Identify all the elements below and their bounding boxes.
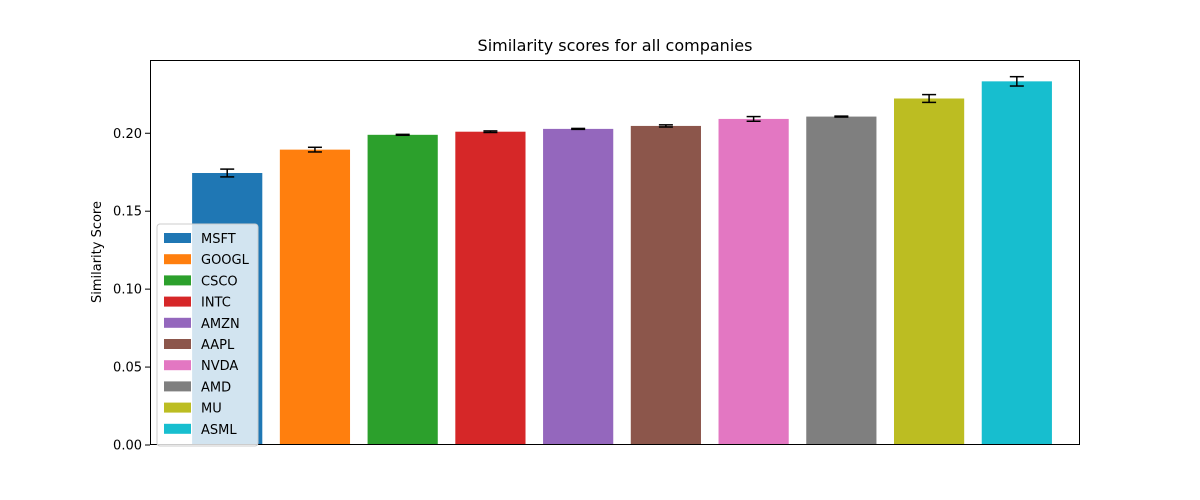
- error-bar-intc: [483, 130, 498, 134]
- bar-amzn: [543, 128, 614, 445]
- legend-entry-csco: CSCO: [164, 274, 238, 289]
- error-bar-amzn: [571, 127, 586, 131]
- bar-aapl: [630, 125, 701, 446]
- legend-entry-aapl: AAPL: [164, 338, 235, 353]
- error-bar-csco: [395, 133, 410, 137]
- chart-title: Similarity scores for all companies: [478, 36, 753, 55]
- legend-entry-amzn: AMZN: [164, 317, 240, 332]
- y-tick-label: 0.00: [113, 439, 142, 454]
- legend-label: CSCO: [201, 274, 238, 289]
- error-bar-aapl: [658, 124, 673, 128]
- legend-swatch: [164, 360, 191, 371]
- y-tick-label: 0.20: [113, 127, 142, 142]
- legend-entry-msft: MSFT: [164, 232, 236, 247]
- legend-swatch: [164, 381, 191, 392]
- y-axis-label: Similarity Score: [90, 201, 105, 303]
- legend-entry-nvda: NVDA: [164, 359, 238, 374]
- legend-label: INTC: [201, 296, 231, 311]
- bar-intc: [455, 131, 526, 445]
- legend-swatch: [164, 233, 191, 243]
- y-tick-label: 0.15: [113, 205, 142, 220]
- legend-label: MU: [201, 402, 222, 417]
- legend-swatch: [164, 275, 191, 286]
- legend-label: GOOGL: [201, 253, 250, 268]
- error-bar-msft: [220, 168, 235, 178]
- legend-swatch: [164, 339, 191, 349]
- legend-swatch: [164, 317, 191, 328]
- bar-mu: [894, 98, 965, 445]
- bar-nvda: [718, 118, 789, 446]
- legend-label: ASML: [201, 423, 237, 438]
- bars: [192, 81, 1052, 446]
- y-tick-label: 0.10: [113, 283, 142, 298]
- legend-label: AAPL: [201, 338, 235, 353]
- legend-swatch: [164, 296, 191, 307]
- plot-area-frame: [150, 60, 1080, 445]
- legend-label: MSFT: [201, 232, 236, 247]
- legend-entry-googl: GOOGL: [164, 253, 250, 268]
- bar-asml: [981, 81, 1052, 445]
- bar-csco: [367, 134, 438, 445]
- legend-label: NVDA: [201, 359, 238, 374]
- legend-swatch: [164, 423, 191, 434]
- error-bar-mu: [922, 93, 937, 104]
- legend-entry-mu: MU: [164, 402, 222, 417]
- error-bar-amd: [834, 115, 849, 118]
- legend-label: AMD: [201, 380, 231, 395]
- legend-swatch: [164, 254, 191, 265]
- y-tick-label: 0.05: [113, 361, 142, 376]
- error-bars: [220, 75, 1024, 178]
- y-axis: 0.00 0.05 0.10 0.15 0.20: [113, 127, 150, 454]
- legend-swatch: [164, 402, 191, 413]
- error-bar-asml: [1009, 75, 1024, 87]
- bar-googl: [279, 149, 351, 445]
- legend-entry-amd: AMD: [164, 380, 231, 395]
- error-bar-nvda: [746, 115, 761, 123]
- legend-label: AMZN: [201, 317, 240, 332]
- legend-entry-intc: INTC: [164, 296, 231, 311]
- error-bar-googl: [307, 146, 322, 153]
- legend-entry-asml: ASML: [164, 423, 237, 438]
- bar-amd: [806, 116, 877, 445]
- legend: MSFT GOOGL CSCO INTC AMZN AAPL NVDA AMD MU ASML: [156, 223, 259, 447]
